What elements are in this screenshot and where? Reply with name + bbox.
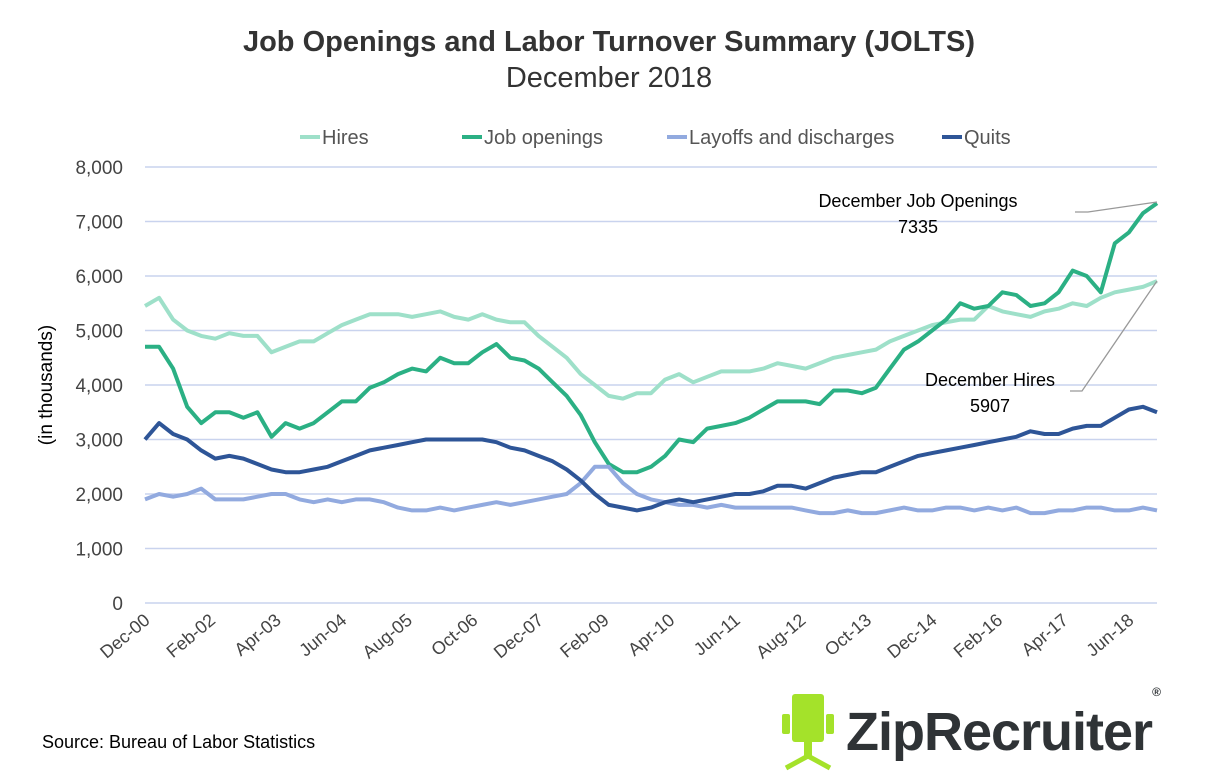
x-tick-label: Jun-04 [295,610,350,661]
legend-entry: Job openings [484,127,603,149]
legend-entry: Quits [964,127,1011,149]
annotation-label: December Job Openings [818,191,1017,211]
x-tick-label: Dec-00 [96,610,153,663]
x-tick-label: Feb-02 [163,610,220,662]
y-tick-label: 3,000 [75,431,123,452]
y-tick-label: 0 [112,594,123,615]
y-tick-label: 6,000 [75,267,123,288]
legend-entry: Layoffs and discharges [689,127,894,149]
x-tick-label: Aug-12 [752,610,809,663]
annotation-value: 7335 [898,217,938,237]
y-tick-label: 8,000 [75,158,123,179]
annotation-label: December Hires [925,370,1055,390]
source-note: Source: Bureau of Labor Statistics [42,732,316,752]
annotation-leader-line [1070,280,1158,392]
y-tick-label: 2,000 [75,485,123,506]
x-tick-label: Apr-17 [1018,610,1072,660]
annotation-leader-line [1075,201,1158,213]
chart-title: Job Openings and Labor Turnover Summary … [242,26,976,58]
logo-text: ZipRecruiter® [846,685,1161,762]
y-tick-label: 4,000 [75,376,123,397]
y-tick-label: 7,000 [75,213,123,234]
chair-icon [782,694,834,771]
x-tick-label: Feb-09 [556,610,613,662]
annotation-value: 5907 [970,396,1010,416]
ziprecruiter-logo: ZipRecruiter® [780,685,1161,772]
series-line-quits [143,404,1158,513]
series-line-layoffs-and-discharges [144,464,1158,516]
legend-entry: Hires [322,127,369,149]
chart-subtitle: December 2018 [505,62,713,94]
x-tick-label: Jun-18 [1082,610,1137,661]
series-line-job-openings [145,201,1159,475]
x-tick-label: Apr-10 [624,610,678,660]
y-axis-label: (in thousands) [36,325,57,445]
x-tick-label: Feb-16 [950,610,1007,662]
x-tick-label: Apr-03 [231,610,285,660]
y-tick-label: 1,000 [75,540,123,561]
x-tick-label: Dec-14 [883,610,940,663]
x-tick-label: Aug-05 [359,610,416,663]
x-tick-label: Oct-13 [821,610,875,660]
x-tick-label: Oct-06 [427,610,481,660]
x-tick-label: Jun-11 [690,610,744,660]
y-tick-label: 5,000 [75,322,123,343]
x-tick-label: Dec-07 [490,610,547,663]
